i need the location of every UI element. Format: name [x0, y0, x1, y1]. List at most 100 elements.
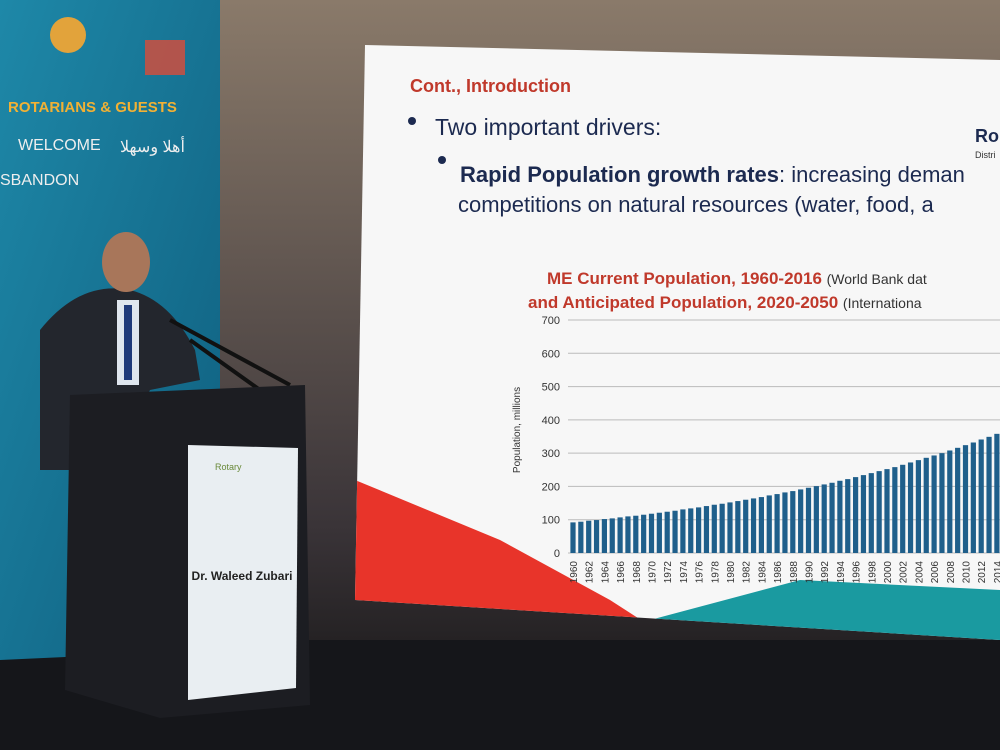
y-tick-label: 500 [542, 382, 560, 394]
microphone [188, 338, 262, 392]
bar [711, 504, 717, 553]
podium-panel [188, 445, 298, 700]
bar [664, 511, 670, 553]
bar [978, 439, 984, 553]
bar [758, 497, 764, 553]
x-tick-label: 2010 [962, 561, 973, 584]
speaker-head [102, 232, 150, 292]
banner-arabic: أهلا وسهلا [120, 136, 185, 156]
bullet [408, 117, 416, 125]
bar [656, 512, 662, 553]
banner-logo [145, 40, 185, 75]
speaker-tie [124, 305, 132, 380]
bar [633, 515, 639, 553]
bar [593, 520, 600, 553]
bar [853, 477, 859, 553]
x-tick-label: 2004 [914, 561, 925, 584]
bullet-text: Two important drivers: [435, 114, 661, 140]
x-tick-label: 2012 [977, 561, 988, 584]
y-tick-label: 200 [542, 481, 560, 493]
bar [947, 450, 953, 553]
bar [696, 507, 702, 553]
chart-title-note: (World Bank dat [827, 271, 927, 287]
bar [868, 473, 874, 553]
slide-heading: Cont., Introduction [410, 76, 571, 96]
x-tick-label: 1992 [820, 561, 831, 584]
bar [586, 520, 592, 553]
x-tick-label: 1970 [648, 561, 659, 584]
bar [907, 462, 914, 553]
bar [790, 491, 796, 553]
bar [782, 492, 788, 553]
banner-partial: SBANDON [0, 172, 79, 189]
bar [876, 471, 882, 553]
bar [601, 519, 607, 553]
y-tick-label: 400 [542, 415, 560, 427]
bar [900, 464, 906, 553]
banner-welcome: WELCOME [18, 137, 101, 154]
podium-name: Dr. Waleed Zubari [192, 569, 293, 583]
bar [923, 457, 929, 553]
bar [837, 480, 843, 553]
x-tick-label: 1996 [852, 561, 863, 584]
bullet-rest: : increasing deman [779, 162, 965, 187]
bar [994, 433, 1000, 553]
x-tick-label: 1982 [742, 561, 753, 584]
rotary-logo [50, 17, 86, 53]
bar [845, 479, 851, 553]
y-tick-label: 300 [542, 448, 560, 460]
bar [570, 522, 576, 553]
banner-heading: ROTARIANS & GUESTS [8, 99, 177, 116]
bullet-text: competitions on natural resources (water… [458, 192, 934, 217]
bar [648, 513, 655, 553]
x-tick-label: 2014 [993, 561, 1000, 584]
chart: 0 100 200 300 400 500 600 700 1960 1962 1964 1966 19… [542, 315, 1000, 583]
bar [939, 453, 945, 553]
x-tick-label: 1988 [789, 561, 800, 584]
x-tick-label: 1986 [773, 561, 784, 584]
bar [743, 499, 749, 553]
y-tick-label: 100 [542, 515, 560, 527]
bar [672, 510, 678, 553]
bar [829, 482, 835, 553]
bar [805, 487, 812, 553]
x-tick-label: 2000 [883, 561, 894, 584]
bar [617, 517, 623, 553]
bar [970, 442, 976, 553]
bar [860, 475, 867, 553]
x-tick-label: 1968 [632, 561, 643, 584]
bar [892, 467, 898, 553]
bar [727, 502, 733, 553]
x-tick-label: 2002 [899, 561, 910, 584]
x-tick-label: 2006 [930, 561, 941, 584]
podium-logo: Rotary [215, 462, 242, 472]
bar [609, 518, 615, 553]
bullet-bold: Rapid Population growth rates [460, 162, 779, 187]
x-tick-label: 1972 [663, 561, 674, 584]
x-tick-label: 1962 [585, 561, 596, 584]
x-tick-label: 1978 [710, 561, 721, 584]
bar [719, 503, 725, 553]
microphone [169, 318, 291, 387]
bar [625, 516, 631, 553]
bar [703, 506, 710, 553]
chart-subtitle-note: (Internationa [843, 295, 922, 311]
bar [915, 460, 921, 553]
x-tick-label: 1990 [805, 561, 816, 584]
y-tick-label: 700 [542, 315, 560, 327]
bar [680, 509, 686, 553]
bullet-text: Rapid Population growth rates: increasin… [460, 162, 965, 187]
chart-subtitle-bold: and Anticipated Population, 2020-2050 [528, 293, 838, 312]
bar [750, 498, 757, 553]
bullet [438, 156, 446, 164]
x-tick-label: 1998 [867, 561, 878, 584]
x-tick-label: 1984 [757, 561, 768, 584]
bar [641, 514, 647, 553]
bar [986, 436, 992, 553]
y-tick-label: 600 [542, 348, 560, 360]
y-tick-label: 0 [554, 548, 560, 560]
chart-title-bold: ME Current Population, 1960-2016 [547, 269, 822, 288]
bar [578, 521, 584, 553]
x-tick-label: 1974 [679, 561, 690, 584]
